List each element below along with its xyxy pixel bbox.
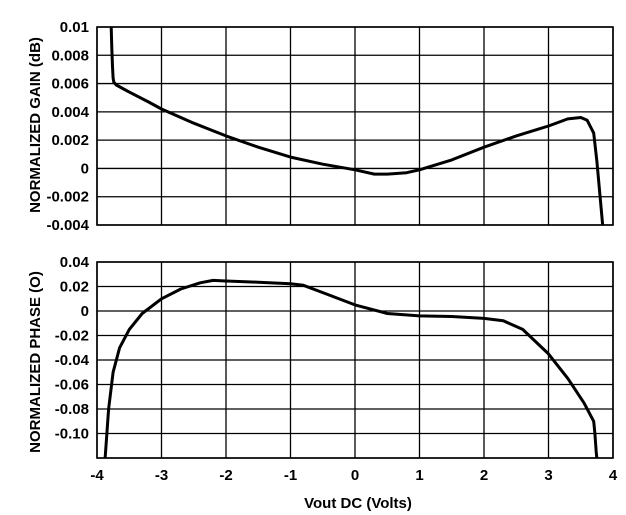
x-tick-label: 2: [480, 467, 488, 484]
gain-series-line: [109, 27, 605, 225]
phase-y-tick-label: 0.02: [60, 279, 89, 296]
x-tick-label: 1: [415, 467, 423, 484]
gain-plot-frame: [96, 26, 614, 226]
x-tick-label: 4: [609, 467, 618, 484]
gain-y-tick-label: 0.008: [51, 47, 89, 64]
gain-chart: NORMALIZED GAIN (dB) 0.01 0.008 0.006 0.004…: [27, 19, 614, 234]
phase-y-axis-title: NORMALIZED PHASE (O): [27, 271, 44, 453]
x-tick-label: 0: [351, 467, 359, 484]
gain-y-tick-label: -0.002: [46, 189, 89, 206]
x-tick-label: 3: [544, 467, 552, 484]
x-axis-title: Vout DC (Volts): [304, 495, 412, 512]
phase-chart: NORMALIZED PHASE (O) Vout DC (Volts) 0.0…: [27, 254, 618, 512]
phase-y-tick-label: 0.04: [60, 254, 90, 271]
phase-y-tick-label: -0.08: [55, 401, 89, 418]
phase-y-tick-label: -0.10: [55, 426, 89, 443]
x-tick-label: -1: [284, 467, 297, 484]
phase-y-tick-label: 0: [81, 303, 89, 320]
gain-y-tick-label: 0.004: [51, 104, 89, 121]
phase-y-tick-label: -0.06: [55, 377, 89, 394]
phase-y-tick-label: -0.02: [55, 328, 89, 345]
phase-y-tick-label: -0.04: [55, 352, 90, 369]
gain-y-tick-label: 0: [81, 160, 89, 177]
gain-y-tick-label: 0.002: [51, 132, 89, 149]
x-tick-label: -3: [155, 467, 168, 484]
phase-series-line: [103, 278, 599, 458]
phase-plot-frame: [96, 261, 614, 459]
gain-grid: [96, 26, 614, 226]
gain-y-tick-label: 0.01: [60, 19, 89, 36]
x-tick-label: -2: [219, 467, 232, 484]
gain-y-tick-label: -0.004: [46, 217, 89, 234]
gain-y-axis-title: NORMALIZED GAIN (dB): [27, 37, 44, 213]
gain-y-tick-label: 0.006: [51, 76, 89, 93]
x-tick-label: -4: [90, 467, 104, 484]
phase-grid: [96, 261, 614, 459]
